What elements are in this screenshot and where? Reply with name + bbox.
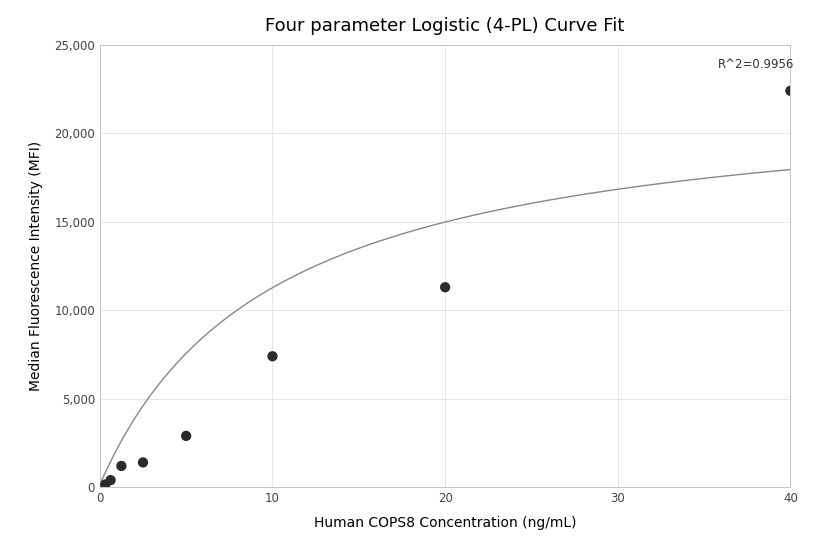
Point [784,86,797,95]
X-axis label: Human COPS8 Concentration (ng/mL): Human COPS8 Concentration (ng/mL) [314,516,577,530]
Point [266,352,280,361]
Point [438,283,452,292]
Text: R^2=0.9956: R^2=0.9956 [717,58,794,71]
Title: Four parameter Logistic (4-PL) Curve Fit: Four parameter Logistic (4-PL) Curve Fit [265,17,625,35]
Point [115,461,128,470]
Point [136,458,150,467]
Point [180,431,193,440]
Point [104,475,117,484]
Point [98,480,111,489]
Y-axis label: Median Fluorescence Intensity (MFI): Median Fluorescence Intensity (MFI) [29,141,43,391]
